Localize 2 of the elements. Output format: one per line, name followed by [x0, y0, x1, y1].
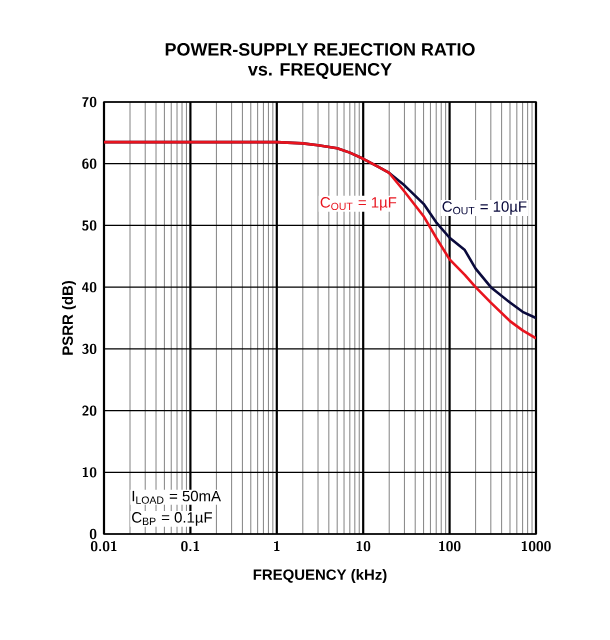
chart-subtitle: vs. FREQUENCY [247, 62, 392, 80]
chart-title: POWER-SUPPLY REJECTION RATIO [165, 43, 475, 56]
